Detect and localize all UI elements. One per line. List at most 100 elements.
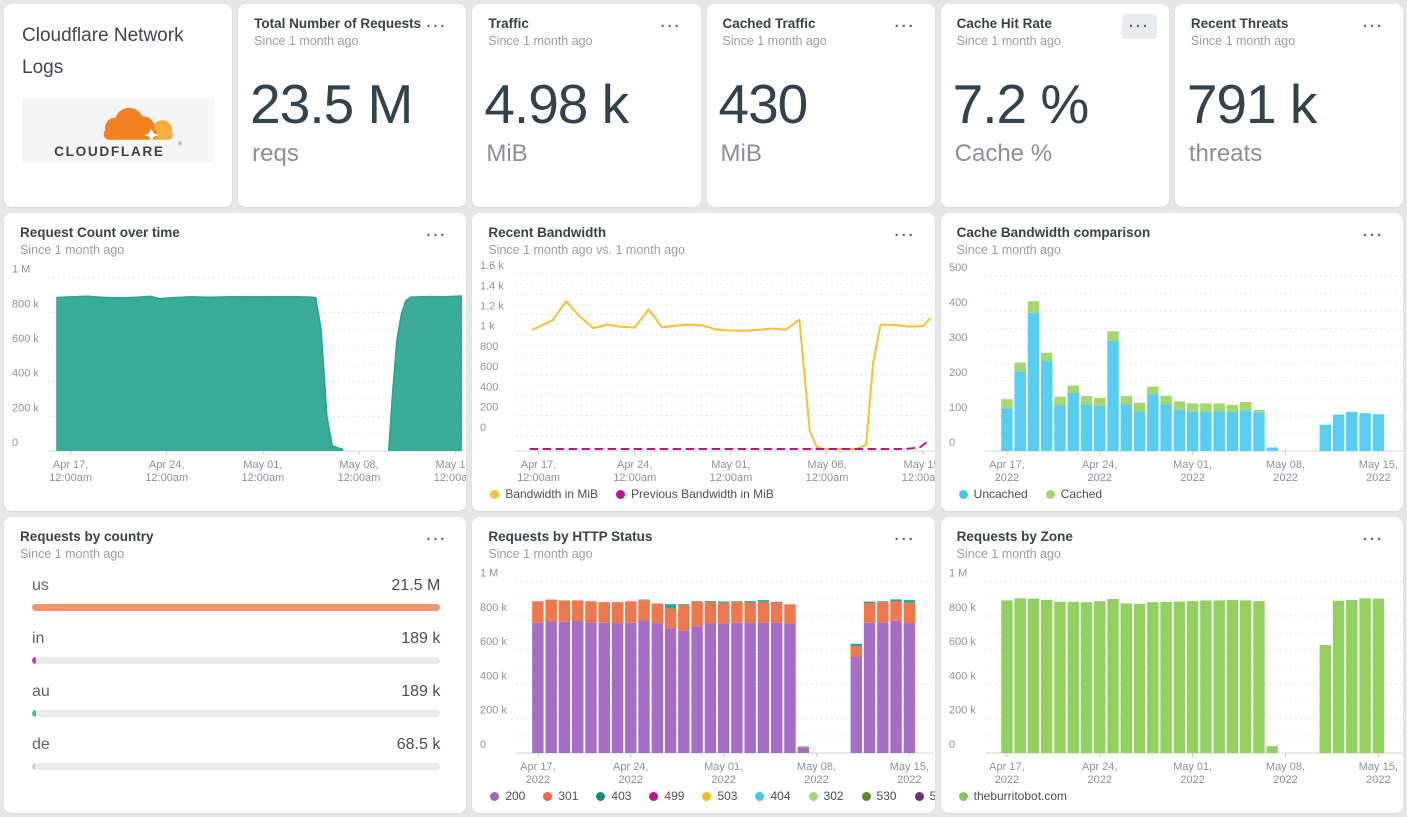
panel-title: Traffic bbox=[488, 16, 529, 31]
panel-menu-button[interactable]: ··· bbox=[1121, 14, 1157, 39]
svg-text:Apr 24,: Apr 24, bbox=[1082, 761, 1117, 773]
svg-text:May 08,: May 08, bbox=[1266, 459, 1305, 471]
svg-text:12:00am: 12:00am bbox=[710, 472, 753, 484]
panel-title: Cached Traffic bbox=[722, 16, 816, 31]
panel-subtitle: Since 1 month ago bbox=[956, 34, 1061, 48]
legend-dot-icon bbox=[596, 791, 606, 801]
legend-label: 526 bbox=[929, 789, 935, 803]
country-bar-track bbox=[32, 710, 441, 717]
svg-text:800 k: 800 k bbox=[480, 602, 507, 614]
panel-menu-button[interactable]: ··· bbox=[426, 227, 448, 244]
legend-item-bandwidth-in-mib[interactable]: Bandwidth in MiB bbox=[490, 487, 598, 501]
panel-menu-button[interactable]: ··· bbox=[894, 18, 916, 35]
stat-unit: MiB bbox=[486, 140, 528, 167]
panel-title: Recent Bandwidth bbox=[488, 225, 607, 240]
panel-traffic: Traffic Since 1 month ago ··· 4.98 k MiB bbox=[472, 4, 701, 207]
svg-text:Apr 17,: Apr 17, bbox=[521, 459, 556, 471]
panel-menu-button[interactable]: ··· bbox=[426, 18, 448, 35]
svg-text:600 k: 600 k bbox=[12, 333, 39, 345]
svg-text:400 k: 400 k bbox=[949, 670, 976, 682]
legend-item-503[interactable]: 503 bbox=[702, 789, 737, 803]
cloudflare-wordmark: CLOUDFLARE bbox=[54, 144, 165, 159]
legend-label: Uncached bbox=[973, 487, 1028, 501]
panel-requests-by-country: Requests by country Since 1 month ago ··… bbox=[4, 517, 467, 813]
legend-label: 499 bbox=[664, 789, 685, 803]
panel-title: Requests by HTTP Status bbox=[488, 529, 653, 544]
legend-item-526[interactable]: 526 bbox=[914, 789, 935, 803]
panel-cached-traffic: Cached Traffic Since 1 month ago ··· 430… bbox=[706, 4, 935, 207]
svg-text:Apr 24,: Apr 24, bbox=[617, 459, 652, 471]
svg-text:May 15,: May 15, bbox=[890, 761, 929, 773]
panel-menu-button[interactable]: ··· bbox=[894, 531, 916, 548]
cloudflare-logo: CLOUDFLARE ® bbox=[22, 97, 215, 162]
legend-label: 404 bbox=[770, 789, 791, 803]
svg-text:May 08,: May 08, bbox=[339, 459, 378, 471]
legend-dot-icon bbox=[649, 791, 659, 801]
svg-text:Apr 17,: Apr 17, bbox=[989, 459, 1024, 471]
panel-dashboard-title: Cloudflare Network Logs CLOUDFLARE ® bbox=[4, 4, 233, 207]
svg-text:200: 200 bbox=[949, 367, 967, 379]
svg-text:2022: 2022 bbox=[1366, 774, 1390, 786]
country-row-de[interactable]: de 68.5 k bbox=[32, 736, 441, 770]
svg-text:2022: 2022 bbox=[897, 774, 921, 786]
legend-item-302[interactable]: 302 bbox=[808, 789, 844, 803]
panel-subtitle: Since 1 month ago bbox=[956, 243, 1061, 257]
svg-text:300: 300 bbox=[949, 332, 967, 344]
legend-label: theburritobot.com bbox=[973, 789, 1068, 803]
svg-text:2022: 2022 bbox=[1180, 472, 1204, 484]
panel-cache-bandwidth: Cache Bandwidth comparison Since 1 month… bbox=[940, 213, 1403, 511]
svg-text:May 01,: May 01, bbox=[1173, 459, 1212, 471]
legend-item-530[interactable]: 530 bbox=[861, 789, 897, 803]
panel-menu-button[interactable]: ··· bbox=[1363, 18, 1384, 35]
svg-text:Apr 17,: Apr 17, bbox=[989, 761, 1024, 773]
country-list: us 21.5 M in 189 k au 189 k bbox=[4, 561, 466, 789]
panel-menu-button[interactable]: ··· bbox=[426, 531, 448, 548]
legend-dot-icon bbox=[490, 489, 500, 499]
country-code: in bbox=[32, 630, 45, 647]
panel-recent-bandwidth: Recent Bandwidth Since 1 month ago vs. 1… bbox=[472, 213, 935, 511]
country-row-in[interactable]: in 189 k bbox=[32, 630, 441, 664]
svg-text:1 M: 1 M bbox=[949, 568, 967, 580]
legend-item-cached[interactable]: Cached bbox=[1045, 487, 1102, 501]
legend-item-404[interactable]: 404 bbox=[755, 789, 791, 803]
svg-text:400: 400 bbox=[480, 381, 498, 393]
country-row-us[interactable]: us 21.5 M bbox=[32, 577, 441, 611]
svg-text:12:00am: 12:00am bbox=[518, 472, 561, 484]
legend-item-theburritobot-com[interactable]: theburritobot.com bbox=[958, 789, 1068, 803]
panel-menu-button[interactable]: ··· bbox=[1363, 227, 1384, 244]
panel-menu-button[interactable]: ··· bbox=[894, 227, 916, 244]
legend-item-previous-bandwidth-in-mib[interactable]: Previous Bandwidth in MiB bbox=[616, 487, 774, 501]
legend-item-403[interactable]: 403 bbox=[596, 789, 631, 803]
panel-menu-button[interactable]: ··· bbox=[660, 18, 682, 35]
svg-text:600: 600 bbox=[480, 361, 498, 373]
svg-text:0: 0 bbox=[12, 437, 18, 449]
country-value: 189 k bbox=[401, 683, 441, 700]
panel-menu-button[interactable]: ··· bbox=[1363, 531, 1384, 548]
svg-text:12:00am: 12:00am bbox=[49, 472, 92, 484]
legend-item-301[interactable]: 301 bbox=[543, 789, 578, 803]
svg-text:May 15,: May 15, bbox=[1358, 459, 1397, 471]
legend-label: 503 bbox=[717, 789, 738, 803]
svg-text:0: 0 bbox=[949, 437, 955, 449]
country-row-au[interactable]: au 189 k bbox=[32, 683, 441, 717]
svg-text:May 08,: May 08, bbox=[1266, 761, 1305, 773]
legend-item-200[interactable]: 200 bbox=[490, 789, 525, 803]
legend-label: 302 bbox=[823, 789, 844, 803]
stat-unit: MiB bbox=[720, 140, 762, 167]
svg-text:May 08,: May 08, bbox=[808, 459, 847, 471]
panel-request-count: Request Count over time Since 1 month ag… bbox=[4, 213, 467, 511]
svg-text:Apr 17,: Apr 17, bbox=[53, 459, 88, 471]
legend-label: Previous Bandwidth in MiB bbox=[631, 487, 774, 501]
country-code: au bbox=[32, 683, 50, 700]
legend-item-499[interactable]: 499 bbox=[649, 789, 684, 803]
svg-text:12:00am: 12:00am bbox=[241, 472, 284, 484]
svg-text:0: 0 bbox=[949, 739, 955, 751]
legend-label: 403 bbox=[611, 789, 632, 803]
panel-subtitle: Since 1 month ago bbox=[254, 34, 359, 48]
legend-dot-icon bbox=[808, 791, 818, 801]
stat-value: 430 bbox=[718, 73, 809, 135]
legend-item-uncached[interactable]: Uncached bbox=[958, 487, 1028, 501]
country-bar-track bbox=[32, 657, 441, 664]
